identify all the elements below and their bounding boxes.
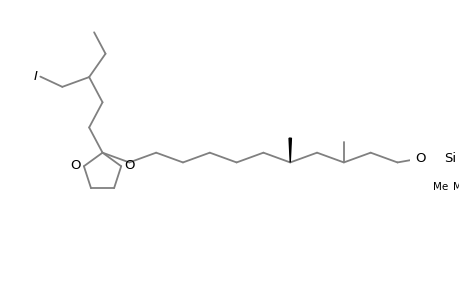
Polygon shape [288, 138, 291, 162]
Text: O: O [414, 152, 425, 165]
Text: Si: Si [443, 152, 456, 165]
Text: Me: Me [432, 182, 447, 192]
Text: I: I [34, 70, 38, 83]
Text: O: O [71, 159, 81, 172]
Text: Me: Me [452, 182, 459, 192]
Text: O: O [123, 159, 134, 172]
